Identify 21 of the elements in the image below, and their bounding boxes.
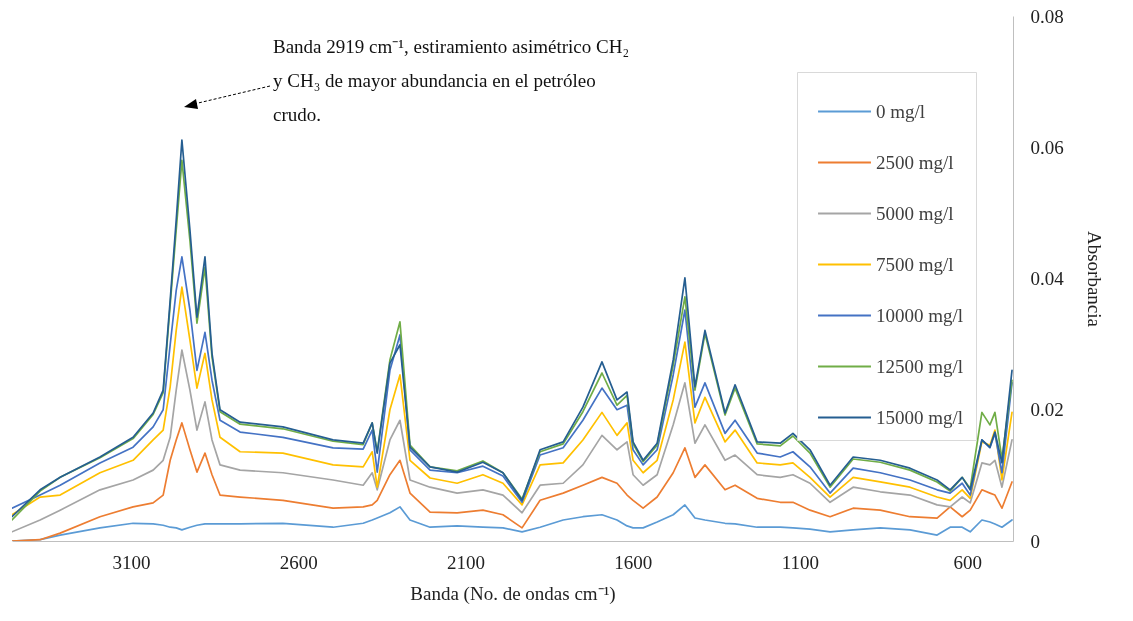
legend-label: 15000 mg/l [876,406,964,428]
legend-label: 2500 mg/l [876,151,954,173]
x-tick-label: 1600 [614,551,653,573]
y-axis-title: Absorbancia [1083,230,1105,328]
legend-label: 5000 mg/l [876,202,954,224]
legend-label: 10000 mg/l [876,304,964,326]
x-axis-title: Banda (No. de ondas cm⁻¹) [410,582,616,605]
y-tick-label: 0.02 [1030,399,1064,421]
legend-label: 0 mg/l [876,100,926,122]
legend-label: 7500 mg/l [876,253,954,275]
y-tick-label: 0 [1030,530,1040,552]
x-tick-label: 1100 [781,551,820,573]
legend-label: 12500 mg/l [876,355,964,377]
x-tick-label: 600 [953,551,982,573]
annotation: Banda 2919 cm⁻¹, estiramiento asimétrico CH₂ y CH₃ de mayor abundancia en el petróleo crudo. [273,35,630,127]
x-tick-label: 2600 [279,551,318,573]
y-tick-label: 0.06 [1030,136,1064,158]
y-tick-label: 0.04 [1030,268,1065,289]
x-tick-label: 3100 [112,551,151,573]
y-tick-label: 0.08 [1030,5,1064,27]
x-tick-label: 2100 [447,551,486,573]
